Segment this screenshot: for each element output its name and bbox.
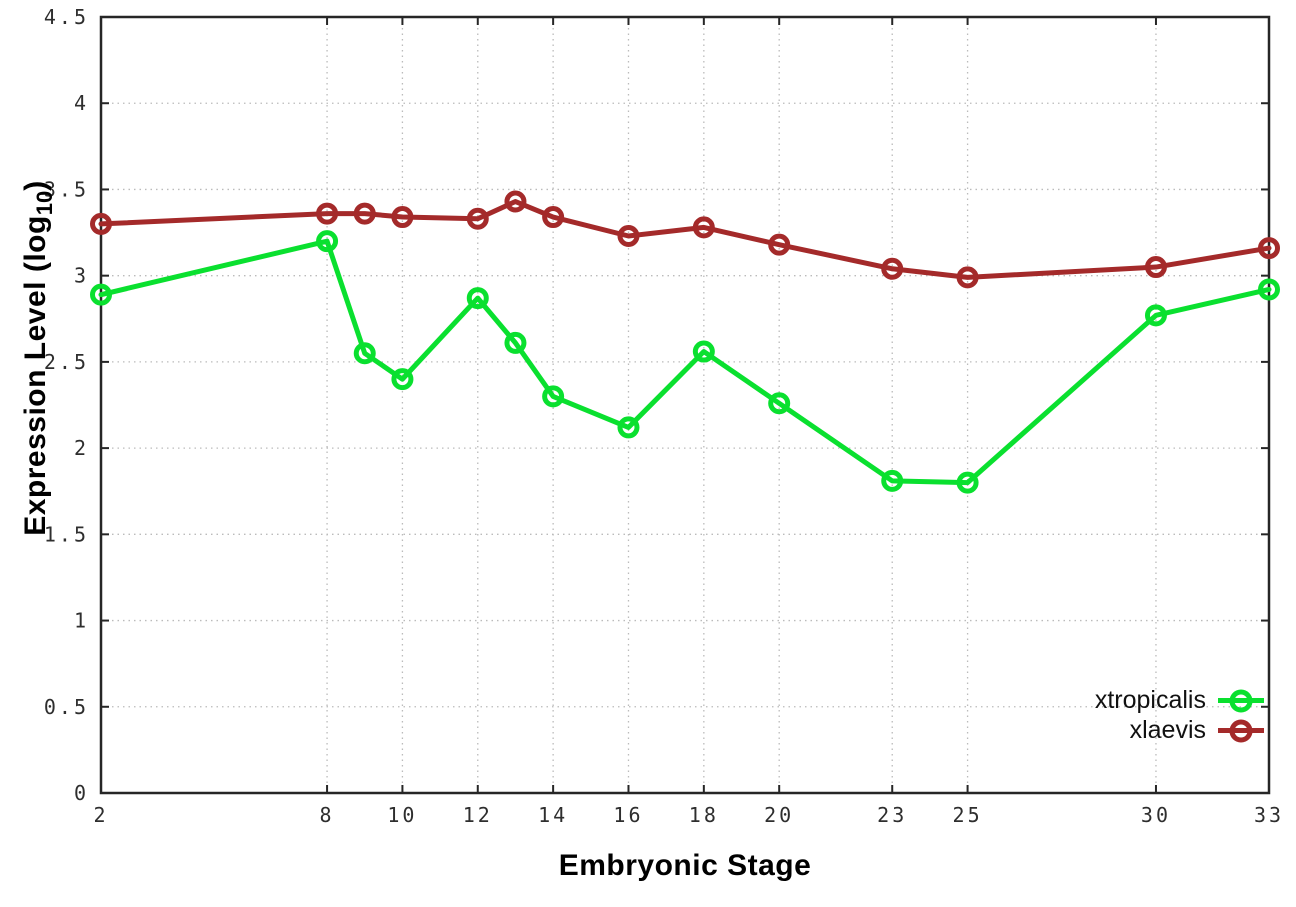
x-tick-label: 10	[387, 803, 417, 827]
y-tick-label: 3.5	[44, 177, 89, 201]
legend-label-xlaevis: xlaevis	[1129, 716, 1206, 744]
legend-item-xtropicalis: xtropicalis	[1095, 686, 1264, 715]
circle-marker-icon	[1229, 689, 1253, 712]
data-point-xtropicalis	[90, 283, 112, 306]
legend-label-xtropicalis: xtropicalis	[1094, 686, 1206, 714]
x-tick-label: 20	[764, 803, 794, 827]
data-point-xtropicalis	[504, 331, 527, 354]
data-point-xlaevis	[1258, 237, 1280, 260]
data-point-xtropicalis	[1258, 278, 1280, 301]
data-point-xtropicalis	[881, 469, 904, 492]
data-point-xlaevis	[768, 233, 791, 256]
series-line-xlaevis	[98, 199, 1272, 280]
data-point-xtropicalis	[542, 385, 565, 408]
x-tick-label: 12	[463, 803, 493, 827]
y-tick-label: 2.5	[44, 350, 89, 374]
y-axis-title: Expression Level (log10)	[19, 180, 57, 536]
legend-item-xlaevis: xlaevis	[1130, 716, 1264, 745]
data-point-xlaevis	[956, 266, 979, 289]
y-tick-label: 3	[74, 264, 89, 288]
data-point-xlaevis	[504, 190, 527, 213]
y-axis-title-suffix: )	[19, 180, 52, 191]
data-point-xtropicalis	[617, 416, 640, 439]
plot-border	[99, 15, 1271, 795]
data-point-xtropicalis	[353, 342, 376, 365]
y-axis-title-subscript: 10	[32, 190, 57, 216]
x-axis-title: Embryonic Stage	[558, 849, 812, 882]
x-tick-label: 33	[1254, 803, 1284, 827]
data-point-xlaevis	[391, 206, 414, 229]
y-tick-label: 0.5	[44, 695, 89, 719]
legend-sample-xtropicalis	[1218, 688, 1264, 714]
data-point-xlaevis	[353, 202, 376, 225]
y-tick-label: 1.5	[44, 522, 89, 546]
data-point-xlaevis	[316, 202, 339, 225]
data-point-xtropicalis	[391, 368, 414, 391]
y-tick-label: 2	[74, 436, 89, 460]
x-tick-label: 25	[953, 803, 983, 827]
x-tick-label: 2	[93, 803, 108, 827]
y-tick-label: 0	[74, 781, 89, 805]
data-point-xlaevis	[542, 206, 565, 229]
x-tick-label: 30	[1141, 803, 1171, 827]
data-point-xtropicalis	[956, 471, 979, 494]
data-point-xtropicalis	[316, 230, 339, 253]
y-tick-label: 4	[74, 91, 89, 115]
legend-sample-xlaevis	[1218, 718, 1264, 744]
x-tick-label: 8	[320, 803, 335, 827]
y-tick-label: 1	[74, 609, 89, 633]
data-point-xlaevis	[90, 212, 112, 235]
data-point-xlaevis	[881, 257, 904, 280]
data-point-xtropicalis	[1144, 304, 1167, 327]
x-tick-label: 16	[613, 803, 643, 827]
data-point-xlaevis	[617, 225, 640, 248]
data-point-xtropicalis	[466, 287, 489, 310]
legend: xtropicalis xlaevis	[1095, 686, 1264, 745]
y-tick-label: 4.5	[44, 5, 89, 29]
y-axis-title-text: Expression Level (log	[19, 215, 52, 536]
data-point-xlaevis	[466, 207, 489, 230]
data-point-xtropicalis	[768, 392, 791, 415]
data-point-xlaevis	[1144, 256, 1167, 279]
x-tick-label: 14	[538, 803, 568, 827]
data-point-xtropicalis	[692, 340, 715, 363]
data-point-xlaevis	[692, 216, 715, 239]
x-tick-label: 23	[877, 803, 907, 827]
x-tick-label: 18	[689, 803, 719, 827]
circle-marker-icon	[1229, 719, 1253, 742]
